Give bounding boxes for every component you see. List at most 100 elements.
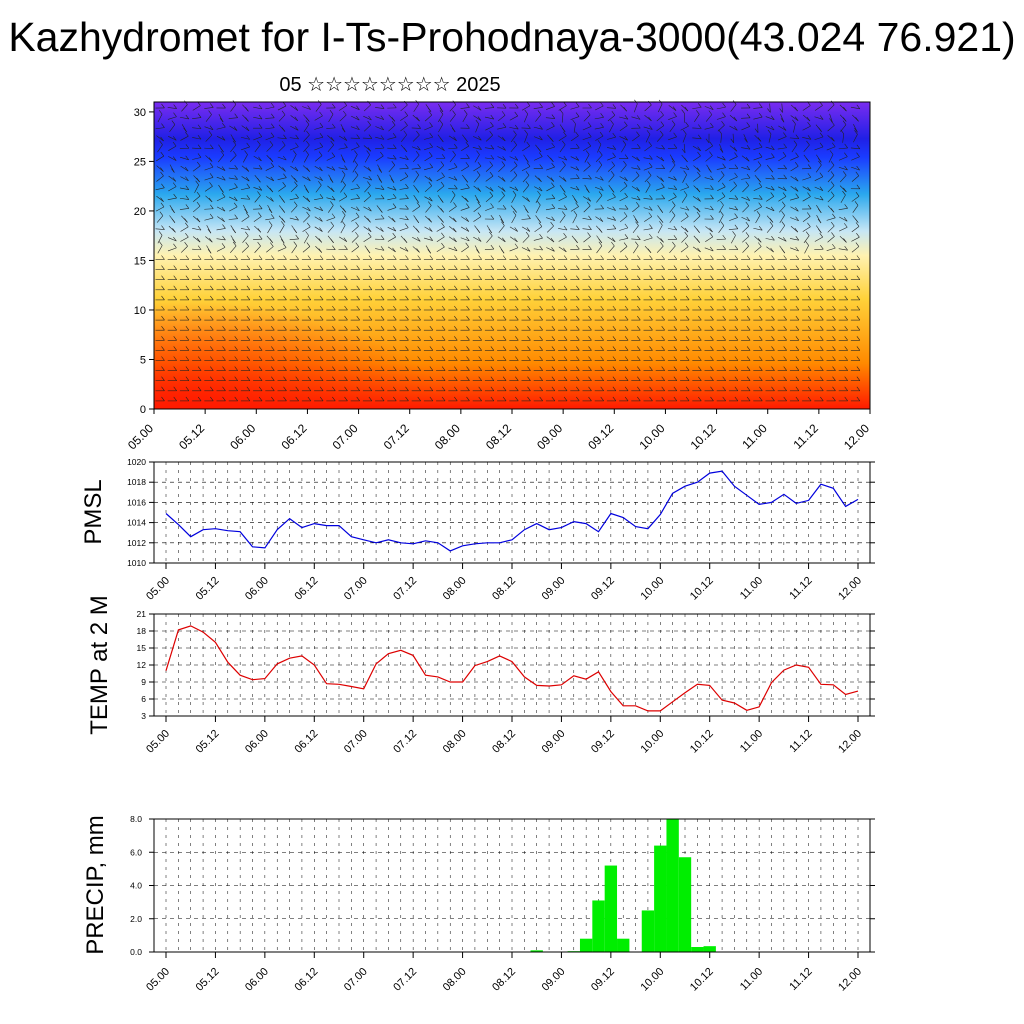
wind-barb <box>533 356 543 361</box>
wind-barb <box>816 215 822 224</box>
wind-barb <box>729 152 738 161</box>
wind-barb-flag <box>173 275 177 280</box>
wind-barb <box>582 225 592 230</box>
wind-barb-shaft <box>595 216 604 222</box>
wind-barb-flag <box>795 152 799 157</box>
wind-barb <box>582 315 592 321</box>
wind-barb <box>437 195 444 203</box>
wind-barb-shaft <box>791 144 798 153</box>
wind-barb-flag <box>454 255 458 260</box>
wind-barb-shaft <box>449 104 457 112</box>
wind-barb <box>546 236 555 243</box>
wind-barb-flag <box>476 150 480 155</box>
wind-barb-shaft <box>838 147 848 150</box>
wind-barb-flag <box>416 130 420 136</box>
wind-barb <box>387 326 397 331</box>
wind-barb-shaft <box>680 216 689 222</box>
wind-barb-flag <box>539 275 543 280</box>
wind-barb <box>497 386 507 392</box>
wind-barb <box>741 216 750 222</box>
wind-barb <box>460 124 470 129</box>
wind-barb <box>608 171 615 183</box>
wind-barb <box>533 336 543 341</box>
wind-barb <box>363 175 372 181</box>
wind-barb-shaft <box>241 146 250 151</box>
wind-barb <box>314 166 323 172</box>
wind-barb <box>460 154 470 159</box>
wind-barb <box>667 225 678 231</box>
wind-barb <box>789 134 800 140</box>
wind-barb-flag <box>283 376 287 381</box>
wind-barb <box>509 326 519 331</box>
wind-barb <box>789 193 799 201</box>
wind-barb-shaft <box>802 196 811 202</box>
wind-barb <box>667 346 678 351</box>
wind-barb <box>802 326 812 331</box>
wind-barb <box>619 192 628 202</box>
wind-barb-flag <box>392 203 397 208</box>
wind-barb-flag <box>294 166 299 172</box>
wind-barb <box>351 222 359 233</box>
wind-barb <box>411 305 421 311</box>
wind-barb-flag <box>710 346 714 351</box>
wind-barb-shaft <box>631 167 641 170</box>
wind-barb-flag <box>783 132 787 137</box>
wind-barb <box>387 366 397 371</box>
wind-barb <box>277 255 287 260</box>
wind-barb <box>155 386 165 392</box>
wind-barb-flag <box>710 305 714 311</box>
wind-barb-flag <box>820 245 824 250</box>
wind-barb <box>521 356 531 361</box>
wind-barb <box>303 120 310 133</box>
wind-barb <box>289 315 299 321</box>
wind-barb <box>643 346 653 351</box>
wind-barb-flag <box>478 255 482 260</box>
wind-barb-flag <box>515 386 519 391</box>
wind-barb-flag <box>648 116 652 122</box>
wind-barb-flag <box>844 326 848 331</box>
wind-barb-shaft <box>473 185 481 192</box>
wind-barb-flag <box>745 157 750 162</box>
wind-barb-shaft <box>363 177 372 181</box>
wind-barb-shaft <box>559 164 566 173</box>
wind-barb <box>228 175 238 180</box>
wind-barb-shaft <box>522 175 530 183</box>
wind-barb <box>448 386 458 392</box>
wind-barb <box>179 255 190 260</box>
wind-barb <box>411 255 421 260</box>
wind-barb <box>460 376 470 382</box>
wind-barb <box>460 265 470 270</box>
wind-barb-flag <box>210 356 214 361</box>
wind-barb <box>558 155 568 161</box>
wind-barb <box>522 171 530 183</box>
wind-barb-shaft <box>840 194 846 203</box>
wind-barb <box>827 181 835 193</box>
wind-barb-flag <box>246 265 251 270</box>
wind-barb <box>242 204 248 214</box>
wind-barb <box>278 110 286 122</box>
wind-barb <box>351 115 360 121</box>
wind-barb-flag <box>610 188 615 193</box>
wind-barb-flag <box>281 127 286 132</box>
wind-barb-flag <box>783 376 787 381</box>
wind-barb <box>240 183 251 191</box>
wind-barb <box>584 184 590 193</box>
wind-barb-flag <box>246 315 251 321</box>
wind-barb-shaft <box>669 245 676 254</box>
wind-barb <box>582 326 592 331</box>
wind-barb-flag <box>319 217 323 222</box>
wind-barb-shaft <box>814 116 824 120</box>
wind-barb <box>594 376 604 382</box>
wind-barb <box>314 176 323 181</box>
wind-barb <box>228 305 238 311</box>
wind-barb <box>473 212 482 222</box>
wind-barb-flag <box>441 172 445 177</box>
wind-barb-flag <box>332 356 336 361</box>
wind-barb <box>423 336 434 341</box>
wind-barb <box>301 346 312 351</box>
wind-barb-shaft <box>277 177 287 181</box>
wind-barb-flag <box>197 295 202 301</box>
wind-barb-shaft <box>216 238 226 241</box>
wind-barb <box>266 235 273 243</box>
wind-barb <box>631 265 641 270</box>
